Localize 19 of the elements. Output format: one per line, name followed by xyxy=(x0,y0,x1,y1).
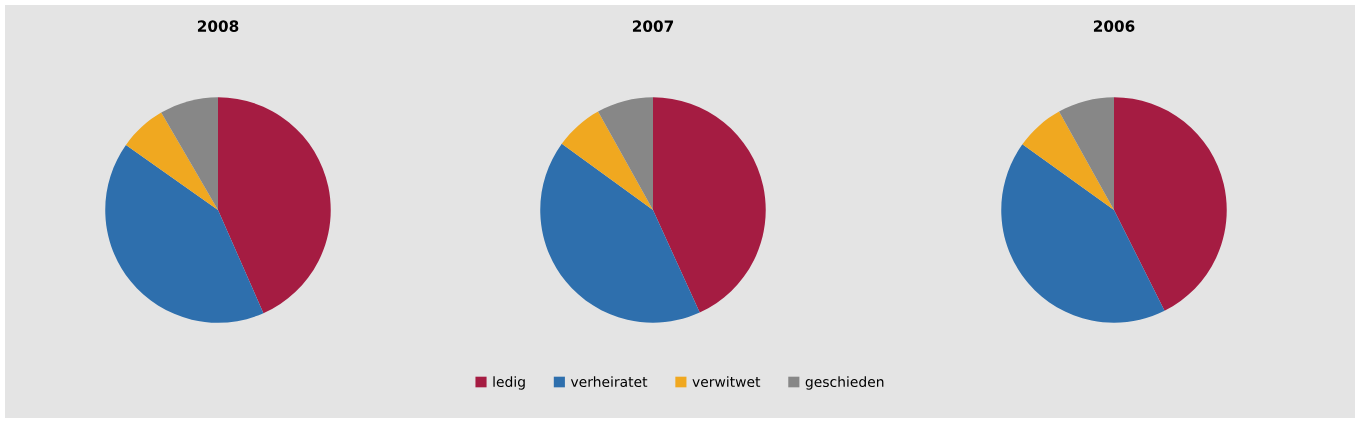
pie-slice xyxy=(105,144,264,323)
pie-slice xyxy=(1001,144,1165,323)
pie-slice xyxy=(653,97,766,313)
chart-title: 2008 xyxy=(197,20,239,32)
legend-label: ledig xyxy=(493,376,525,390)
pie-slice xyxy=(1059,97,1114,210)
pie-slice xyxy=(561,111,653,210)
pie-slice xyxy=(1114,97,1227,311)
legend-label: geschieden xyxy=(805,376,884,390)
pie-slice xyxy=(218,97,331,314)
legend-label: verwitwet xyxy=(692,376,761,388)
chart-title: 2007 xyxy=(632,20,674,32)
pie-slice xyxy=(1022,111,1114,210)
chart-title: 2006 xyxy=(1093,20,1135,32)
pie-slice xyxy=(598,97,653,210)
legend-label: verheiratet xyxy=(570,376,648,388)
pie-slice xyxy=(161,97,218,210)
pie-slice xyxy=(125,112,218,210)
pie-slice xyxy=(540,143,700,323)
